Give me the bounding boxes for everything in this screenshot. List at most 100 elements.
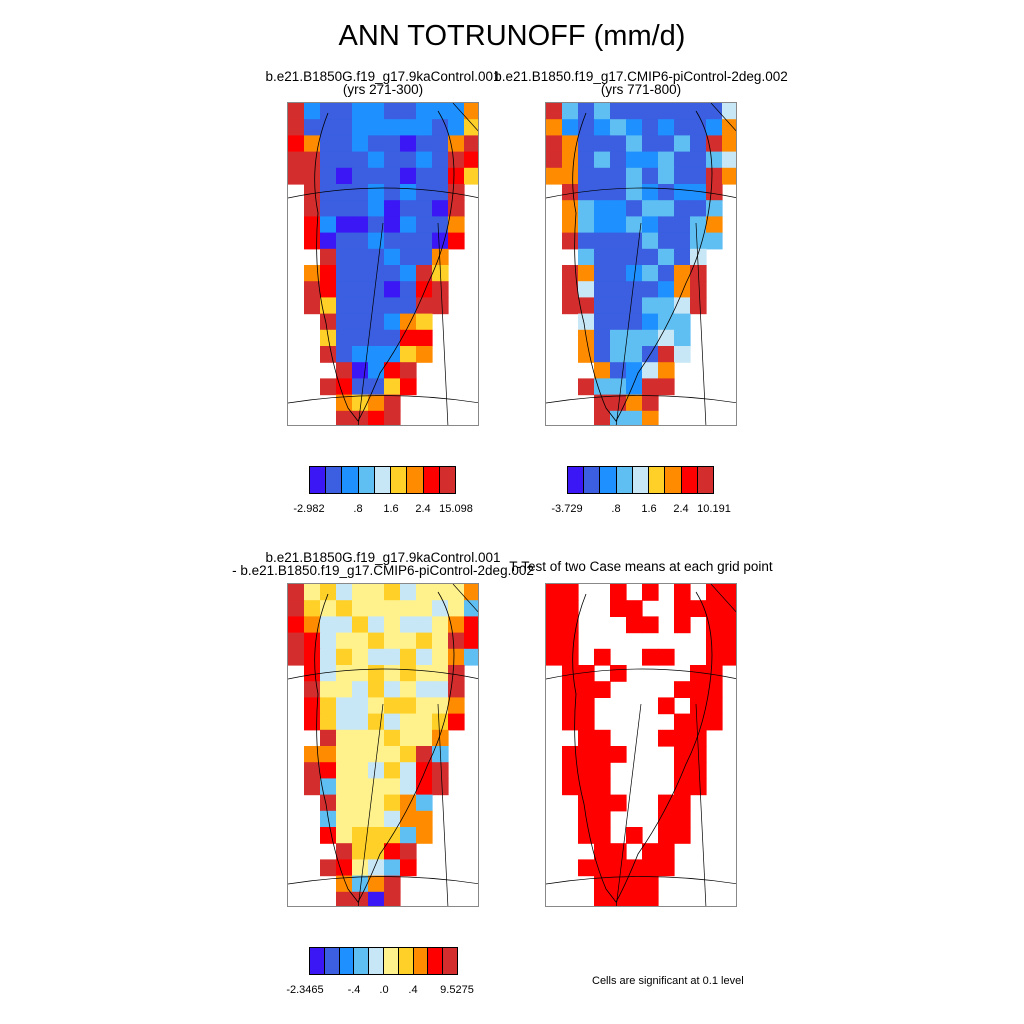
grid-cell: [352, 135, 369, 153]
grid-cell: [706, 681, 723, 698]
grid-cell: [578, 281, 595, 298]
grid-cell: [594, 184, 611, 201]
grid-cell: [674, 746, 691, 763]
grid-cell: [320, 232, 337, 250]
grid-cell: [336, 584, 353, 601]
cb2-label-2: 1.6: [641, 503, 657, 515]
grid-cell: [320, 297, 337, 315]
grid-cell: [336, 184, 353, 201]
grid-cell: [336, 827, 353, 844]
grid-cell: [304, 632, 321, 650]
grid-cell: [690, 135, 707, 153]
grid-cell: [384, 200, 401, 217]
grid-cell: [658, 232, 675, 250]
grid-cell: [690, 297, 707, 315]
grid-cell: [384, 394, 401, 412]
grid-cell: [368, 746, 385, 763]
grid-cell: [400, 827, 417, 844]
panel2-colorbar: [567, 466, 714, 494]
grid-cell: [288, 167, 305, 185]
grid-cell: [416, 810, 433, 828]
grid-cell: [368, 778, 385, 796]
panel1-title-line1: b.e21.B1850G.f19_g17.9kaControl.001: [265, 69, 501, 84]
grid-cell: [304, 697, 321, 715]
grid-cell: [578, 378, 595, 396]
grid-cell: [658, 297, 675, 315]
grid-cell: [352, 362, 369, 379]
grid-cell: [352, 394, 369, 412]
grid-cell: [690, 281, 707, 298]
grid-cell: [626, 616, 643, 634]
grid-cell: [432, 248, 449, 266]
grid-cell: [594, 265, 611, 282]
grid-cell: [352, 346, 369, 363]
grid-cell: [546, 167, 563, 185]
grid-cell: [352, 665, 369, 682]
grid-cell: [578, 681, 595, 698]
grid-cell: [368, 281, 385, 298]
grid-cell: [690, 248, 707, 266]
grid-cell: [416, 281, 433, 298]
grid-cell: [432, 103, 449, 120]
grid-cell: [336, 378, 353, 396]
grid-cell: [578, 778, 595, 796]
cb1-swatch-0: [310, 467, 327, 493]
grid-cell: [546, 600, 563, 617]
cb2-swatch-4: [632, 467, 650, 493]
graticule-line: [695, 222, 707, 425]
grid-cell: [400, 265, 417, 282]
cb1-label-2: 1.6: [383, 503, 399, 515]
cb3-swatch-5: [383, 948, 399, 974]
cb2-swatch-1: [584, 467, 601, 493]
grid-cell: [448, 119, 465, 136]
grid-cell: [642, 410, 659, 425]
p1-svg: [288, 103, 478, 425]
grid-cell: [368, 794, 385, 812]
grid-cell: [594, 762, 611, 779]
cb3-swatch-0: [310, 948, 325, 974]
grid-cell: [384, 329, 401, 347]
grid-cell: [674, 103, 691, 120]
grid-cell: [416, 762, 433, 779]
grid-cell: [336, 119, 353, 136]
grid-cell: [320, 184, 337, 201]
grid-cell: [674, 216, 691, 234]
grid-cell: [384, 810, 401, 828]
grid-cell: [352, 265, 369, 282]
grid-cell: [610, 362, 627, 379]
grid-cell: [432, 297, 449, 315]
grid-cell: [594, 778, 611, 796]
grid-cell: [352, 762, 369, 779]
grid-cell: [464, 119, 478, 136]
grid-cell: [336, 859, 353, 877]
grid-cell: [626, 232, 643, 250]
grid-cell: [610, 281, 627, 298]
grid-cell: [562, 584, 579, 601]
graticule-line: [288, 395, 478, 404]
grid-cell: [304, 616, 321, 634]
grid-cell: [578, 135, 595, 153]
grid-cell: [578, 297, 595, 315]
grid-cell: [336, 281, 353, 298]
grid-cell: [320, 313, 337, 331]
grid-cell: [352, 167, 369, 185]
grid-cell: [642, 394, 659, 412]
grid-cell: [594, 794, 611, 812]
grid-cell: [432, 681, 449, 698]
grid-cell: [320, 346, 337, 363]
grid-cell: [658, 329, 675, 347]
grid-cell: [594, 810, 611, 828]
grid-cell: [690, 713, 707, 731]
grid-cell: [288, 151, 305, 169]
cb3-swatch-1: [324, 948, 340, 974]
grid-cell: [722, 135, 736, 153]
grid-cell: [336, 681, 353, 698]
grid-cell: [594, 297, 611, 315]
grid-cell: [352, 151, 369, 169]
grid-cell: [352, 329, 369, 347]
grid-cell: [642, 151, 659, 169]
grid-cell: [368, 362, 385, 379]
grid-cell: [352, 827, 369, 844]
grid-cell: [320, 746, 337, 763]
grid-cell: [642, 297, 659, 315]
